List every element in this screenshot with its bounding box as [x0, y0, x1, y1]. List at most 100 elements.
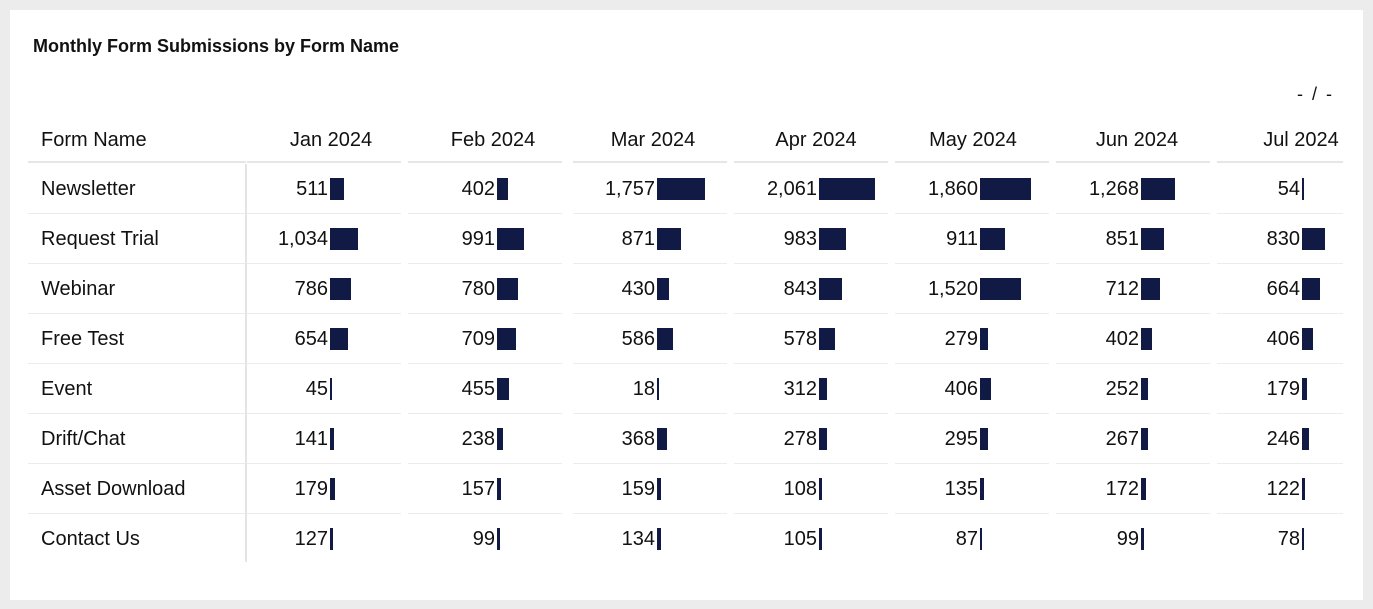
row-separator [1217, 213, 1343, 214]
submission-count: 2,061 [766, 178, 817, 200]
column-header-month[interactable]: Jul 2024 [1263, 129, 1339, 151]
data-bar [330, 278, 351, 300]
row-separator [247, 513, 401, 514]
column-header-month[interactable]: Jun 2024 [1095, 129, 1179, 151]
data-bar [1302, 478, 1305, 500]
row-separator [408, 263, 562, 264]
row-separator [28, 313, 246, 314]
submission-count: 402 [461, 178, 495, 200]
submission-count: 99 [472, 528, 495, 550]
data-bar [1141, 328, 1152, 350]
data-bar [980, 478, 984, 500]
data-bar [1302, 178, 1304, 200]
data-bar [497, 528, 500, 550]
submission-count: 578 [783, 328, 817, 350]
data-bar [980, 278, 1021, 300]
submission-count: 18 [632, 378, 655, 400]
column-header-month[interactable]: Apr 2024 [775, 129, 857, 151]
column-header-underline [1217, 161, 1343, 163]
row-separator [408, 313, 562, 314]
data-bar [980, 228, 1005, 250]
row-separator [895, 263, 1049, 264]
column-header-month[interactable]: May 2024 [929, 129, 1017, 151]
table-row: Event 45 455 18 312 406 252 179 [10, 364, 1363, 414]
data-bar [819, 428, 827, 450]
form-name-cell: Request Trial [41, 228, 159, 250]
data-bar [497, 178, 508, 200]
data-bar [1141, 278, 1160, 300]
page-indicator[interactable]: - / - [1297, 84, 1334, 104]
submission-count: 246 [1266, 428, 1300, 450]
table-row: Free Test 654 709 586 578 279 402 406 [10, 314, 1363, 364]
row-separator [734, 513, 888, 514]
form-name-cell: Drift/Chat [41, 428, 126, 450]
row-separator [408, 213, 562, 214]
row-separator [573, 463, 727, 464]
data-bar [1141, 528, 1144, 550]
data-bar [330, 178, 344, 200]
submission-count: 983 [783, 228, 817, 250]
row-separator [408, 513, 562, 514]
submission-count: 780 [461, 278, 495, 300]
column-header-underline [734, 161, 888, 163]
row-separator [28, 413, 246, 414]
data-bar [657, 278, 669, 300]
submission-count: 238 [461, 428, 495, 450]
row-separator [1217, 413, 1343, 414]
submission-count: 45 [305, 378, 328, 400]
submission-count: 108 [783, 478, 817, 500]
data-bar [980, 328, 988, 350]
submission-count: 159 [621, 478, 655, 500]
submission-count: 654 [294, 328, 328, 350]
submission-count: 279 [944, 328, 978, 350]
data-bar [497, 478, 501, 500]
row-separator [895, 213, 1049, 214]
data-bar [657, 178, 705, 200]
form-name-cell: Event [41, 378, 93, 400]
row-separator [1056, 363, 1210, 364]
row-separator [734, 213, 888, 214]
form-name-cell: Newsletter [41, 178, 136, 200]
row-separator [895, 313, 1049, 314]
data-bar [1141, 428, 1148, 450]
table-row: Contact Us 127 99 134 105 87 99 78 [10, 514, 1363, 564]
submission-count: 1,034 [277, 228, 328, 250]
data-bar [980, 178, 1031, 200]
row-separator [1217, 363, 1343, 364]
row-separator [1217, 463, 1343, 464]
data-bar [497, 328, 516, 350]
row-separator [1056, 513, 1210, 514]
column-header-month[interactable]: Jan 2024 [289, 129, 373, 151]
row-separator [247, 313, 401, 314]
data-bar [1302, 328, 1313, 350]
column-header-month[interactable]: Feb 2024 [450, 129, 536, 151]
row-separator [408, 463, 562, 464]
submission-count: 157 [461, 478, 495, 500]
submission-count: 712 [1105, 278, 1139, 300]
data-bar [330, 478, 335, 500]
submission-count: 368 [621, 428, 655, 450]
column-header-form-name[interactable]: Form Name [41, 129, 147, 151]
column-header-month[interactable]: Mar 2024 [610, 129, 696, 151]
form-name-cell: Contact Us [41, 528, 140, 550]
row-separator [247, 463, 401, 464]
column-header-underline [1056, 161, 1210, 163]
row-separator [573, 263, 727, 264]
data-bar [657, 228, 681, 250]
report-title: Monthly Form Submissions by Form Name [33, 36, 400, 56]
row-separator [1056, 413, 1210, 414]
data-bar [657, 478, 661, 500]
submission-count: 406 [944, 378, 978, 400]
submission-count: 127 [294, 528, 328, 550]
row-separator [247, 413, 401, 414]
row-separator [28, 363, 246, 364]
column-header-underline [895, 161, 1049, 163]
row-separator [408, 413, 562, 414]
submission-count: 141 [294, 428, 328, 450]
row-separator [734, 363, 888, 364]
submission-count: 511 [296, 178, 328, 200]
report-card: Monthly Form Submissions by Form Name - … [10, 10, 1363, 600]
row-separator [573, 313, 727, 314]
data-bar [1302, 278, 1320, 300]
row-separator [28, 513, 246, 514]
